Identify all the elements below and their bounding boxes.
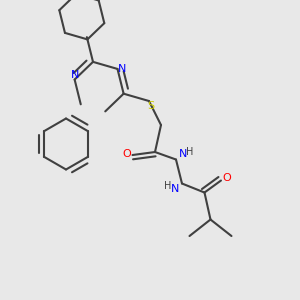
Text: N: N: [118, 64, 126, 74]
Text: N: N: [70, 70, 79, 80]
Text: O: O: [123, 148, 131, 158]
Text: S: S: [147, 101, 154, 111]
Text: N: N: [171, 184, 180, 194]
Text: N: N: [178, 149, 187, 159]
Text: H: H: [164, 181, 172, 191]
Text: H: H: [186, 147, 194, 157]
Text: O: O: [222, 173, 231, 183]
